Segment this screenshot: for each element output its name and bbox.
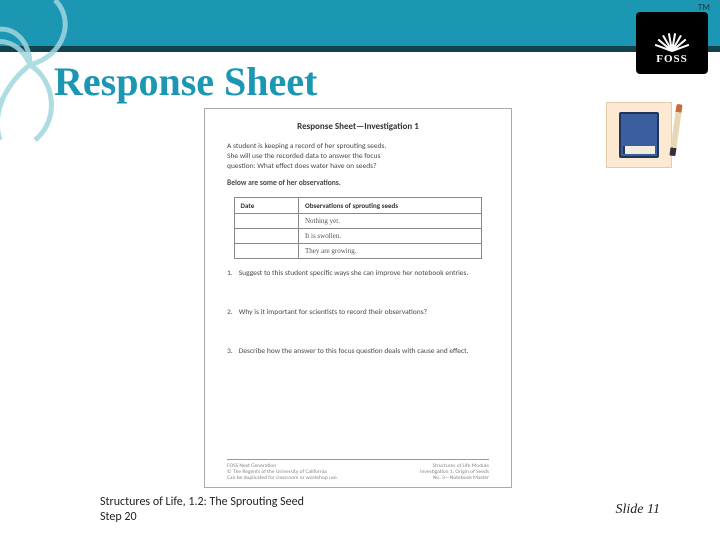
sheet-below-line: Below are some of her observations. <box>227 179 489 189</box>
table-row: They are growing. <box>234 244 482 259</box>
response-sheet-document: Response Sheet—Investigation 1 A student… <box>204 108 512 488</box>
sheet-intro-1: A student is keeping a record of her spr… <box>227 142 386 151</box>
sheet-heading: Response Sheet—Investigation 1 <box>227 121 489 132</box>
notebook-icon <box>606 102 672 168</box>
question-3: 3. Describe how the answer to this focus… <box>227 347 489 356</box>
observations-table: Date Observations of sprouting seeds Not… <box>234 197 483 259</box>
sheet-intro-2: She will use the recorded data to answer… <box>227 152 380 161</box>
logo-text: FOSS <box>656 53 688 65</box>
table-row: Nothing yet. <box>234 214 482 229</box>
slide: TM FOSS Response Sheet <box>0 0 720 540</box>
slide-number: Slide 11 <box>616 502 660 518</box>
table-row: It is swollen. <box>234 229 482 244</box>
course-line: Structures of Life, 1.2: The Sprouting S… <box>100 495 304 509</box>
question-2: 2. Why is it important for scientists to… <box>227 308 489 317</box>
table-header-row: Date Observations of sprouting seeds <box>234 198 482 214</box>
col-date: Date <box>234 198 298 214</box>
col-obs: Observations of sprouting seeds <box>298 198 481 214</box>
sheet-intro-3: question: What effect does water have on… <box>227 162 377 171</box>
foss-logo: FOSS <box>636 12 708 74</box>
question-1: 1. Suggest to this student specific ways… <box>227 269 489 278</box>
logo-burst-icon <box>653 21 691 51</box>
slide-title: Response Sheet <box>54 58 317 105</box>
sheet-footer: FOSS Next Generation © The Regents of th… <box>227 459 489 481</box>
footer-course-info: Structures of Life, 1.2: The Sprouting S… <box>100 495 304 526</box>
header-bar <box>0 0 720 52</box>
step-line: Step 20 <box>100 510 137 524</box>
